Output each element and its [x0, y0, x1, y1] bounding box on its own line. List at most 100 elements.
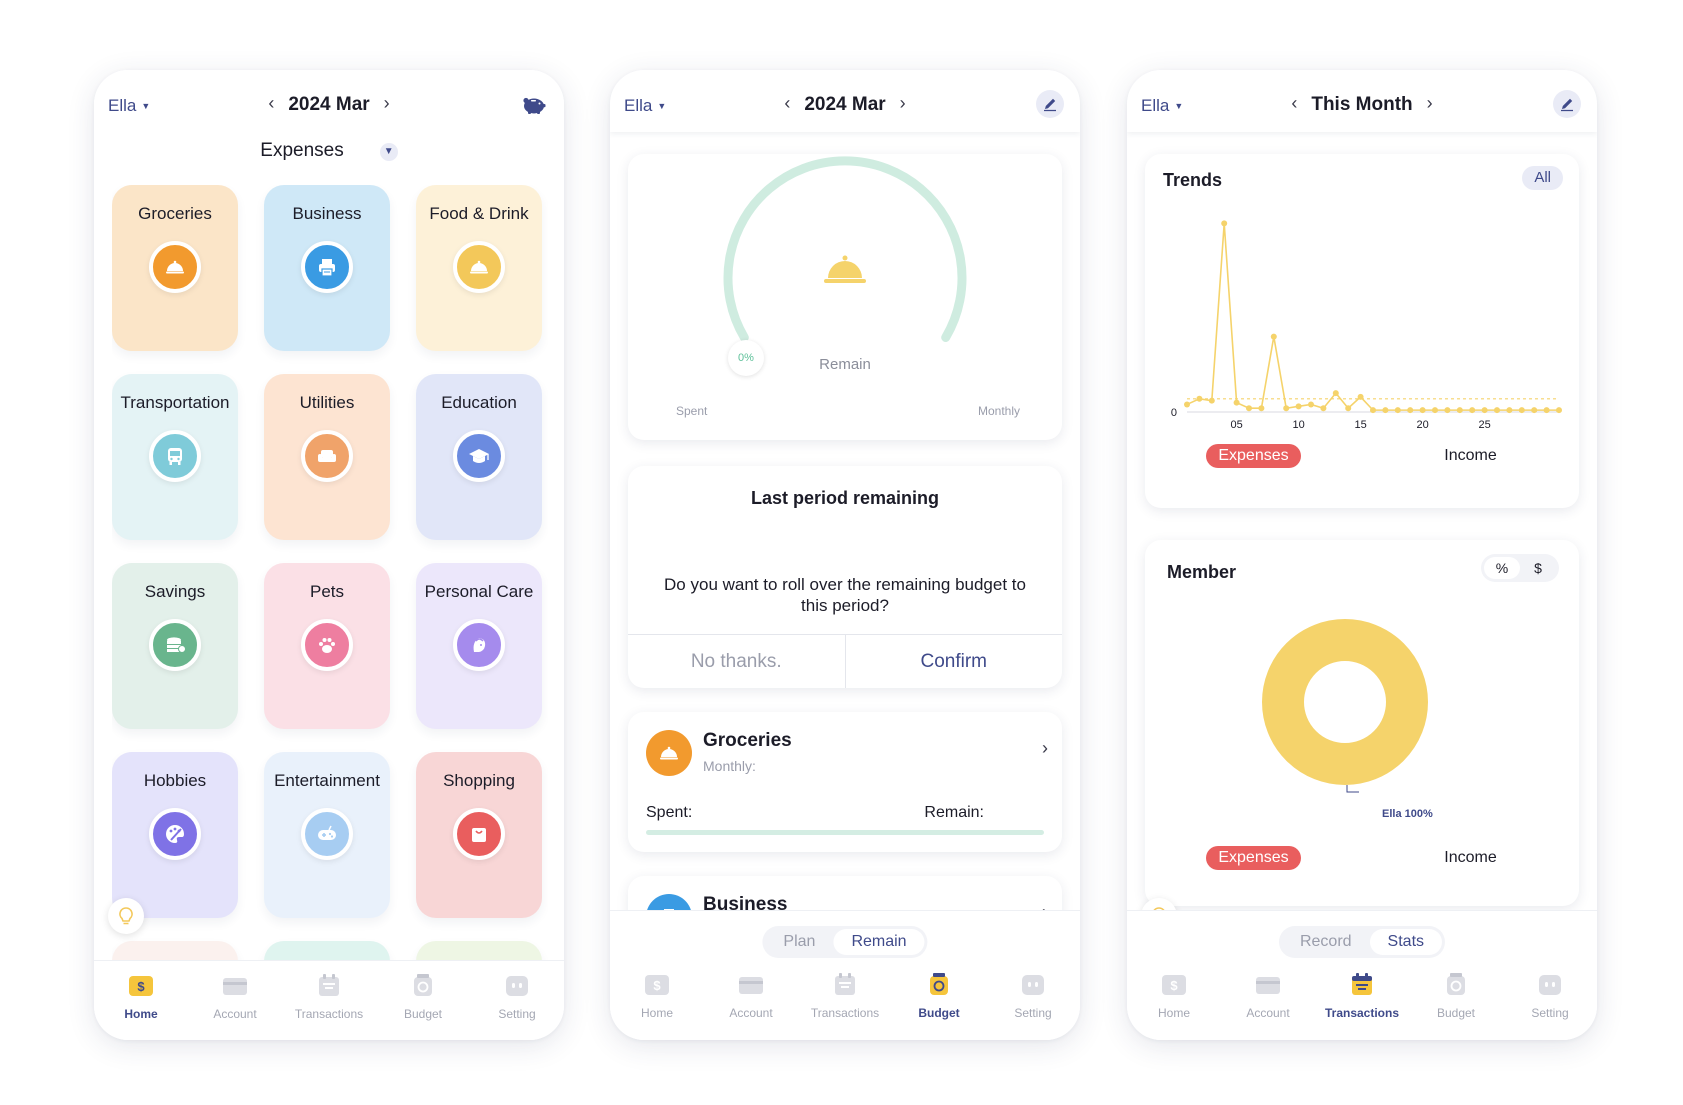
category-card-food-drink[interactable]: Food & Drink [416, 185, 542, 351]
category-card-pets[interactable]: Pets [264, 563, 390, 729]
lightbulb-icon[interactable] [108, 898, 144, 934]
category-name: Groceries [138, 204, 212, 223]
category-card-hobbies[interactable]: Hobbies [112, 752, 238, 918]
dialog-title: Last period remaining [750, 488, 940, 508]
graduation-cap-icon [453, 430, 505, 482]
nav-account[interactable]: Account [704, 970, 798, 1020]
nav-label: Home [1157, 1006, 1190, 1020]
tab-label: Income [1444, 849, 1497, 866]
category-card-savings[interactable]: Savings [112, 563, 238, 729]
data-point [1494, 407, 1500, 414]
nav-label: Account [213, 1007, 257, 1021]
category-card-utilities[interactable]: Utilities [264, 374, 390, 540]
chevron-down-icon[interactable]: ▼ [379, 143, 398, 161]
caret-down-icon: ▼ [657, 101, 667, 111]
nav-setting[interactable]: Setting [986, 970, 1080, 1020]
no-thanks-button[interactable]: No thanks. [628, 635, 846, 688]
svg-text:$: $ [653, 978, 661, 993]
unit-dollar[interactable]: $ [1534, 560, 1542, 576]
donut-slice [1262, 619, 1428, 785]
budget-item-groceries[interactable]: Groceries Monthly: › Spent: Remain: [628, 712, 1062, 852]
category-card-entertainment[interactable]: Entertainment [264, 752, 390, 918]
x-tick-label: 20 [1416, 419, 1428, 431]
user-selector[interactable]: Ella ▼ [1141, 96, 1183, 116]
category-card-personal-care[interactable]: Personal Care [416, 563, 542, 729]
settings-face-icon [1018, 970, 1048, 1000]
category-name: Savings [144, 582, 206, 601]
nav-budget[interactable]: Budget [892, 970, 986, 1020]
data-point [1233, 399, 1240, 406]
nav-transactions[interactable]: Transactions [1315, 970, 1409, 1020]
nav-home[interactable]: $ Home [610, 970, 704, 1020]
x-tick-label: 25 [1478, 419, 1490, 431]
data-point [1531, 407, 1538, 414]
category-name: Business [292, 204, 362, 223]
nav-home[interactable]: $ Home [94, 971, 188, 1021]
category-name: Food & Drink [429, 204, 529, 223]
segment-plan[interactable]: Plan [783, 933, 816, 950]
category-name: Utilities [299, 393, 355, 412]
printer-icon [301, 241, 353, 293]
nav-home[interactable]: $ Home [1127, 970, 1221, 1020]
category-card-transportation[interactable]: Transportation [112, 374, 238, 540]
nav-transactions[interactable]: Transactions [282, 971, 376, 1021]
data-point [1556, 407, 1562, 414]
period-navigator: ‹ 2024 Mar › [610, 93, 1080, 116]
cloche-icon [453, 241, 505, 293]
confirm-button[interactable]: Confirm [920, 651, 987, 672]
category-name: Transportation [120, 393, 230, 412]
trends-filter-button[interactable]: All [1522, 166, 1563, 190]
member-donut-chart [1262, 619, 1428, 793]
home-header: Ella ▼ ‹ 2024 Mar › [94, 70, 564, 132]
category-card-business[interactable]: Business [264, 185, 390, 351]
category-name: Shopping [443, 771, 515, 790]
next-period-icon[interactable]: › [899, 93, 906, 113]
segment-record[interactable]: Record [1299, 933, 1352, 950]
piggy-bank-icon[interactable] [520, 90, 548, 118]
nav-label: Budget [918, 1006, 960, 1020]
member-tab-expenses[interactable]: Expenses [1145, 846, 1362, 870]
category-card-shopping[interactable]: Shopping [416, 752, 542, 918]
budget-screen: Ella ▼ ‹ 2024 Mar › 0% Remain Spent Monthly… [610, 70, 1080, 1040]
trends-tab-income[interactable]: Income [1362, 444, 1579, 468]
segment-stats[interactable]: Stats [1369, 929, 1443, 955]
x-tick-label: 15 [1354, 419, 1366, 431]
nav-setting[interactable]: Setting [1503, 970, 1597, 1020]
data-point [1481, 407, 1488, 414]
unit-percent[interactable]: % [1484, 557, 1520, 579]
member-type-tabs: Expenses Income [1145, 846, 1579, 870]
data-point [1456, 407, 1463, 414]
pencil-icon[interactable] [1036, 90, 1064, 118]
cloche-icon [646, 730, 692, 776]
nav-account[interactable]: Account [1221, 970, 1315, 1020]
data-point [1308, 401, 1314, 408]
data-point [1357, 393, 1364, 400]
user-selector[interactable]: Ella ▼ [108, 96, 150, 116]
user-selector[interactable]: Ella ▼ [624, 96, 666, 116]
pencil-icon[interactable] [1553, 90, 1581, 118]
nav-label: Home [640, 1006, 673, 1020]
trends-card: Trends All 05 10 15 20 25 0 Expenses Income [1145, 154, 1579, 508]
prev-period-icon[interactable]: ‹ [1291, 93, 1298, 113]
member-tab-income[interactable]: Income [1362, 846, 1579, 870]
prev-period-icon[interactable]: ‹ [784, 93, 791, 113]
nav-budget[interactable]: Budget [376, 971, 470, 1021]
chevron-right-icon[interactable]: › [1042, 738, 1048, 758]
nav-transactions[interactable]: Transactions [798, 970, 892, 1020]
nav-setting[interactable]: Setting [470, 971, 564, 1021]
next-period-icon[interactable]: › [1426, 93, 1433, 113]
data-point [1270, 333, 1277, 340]
nav-account[interactable]: Account [188, 971, 282, 1021]
segment-remain[interactable]: Remain [833, 929, 925, 955]
next-period-icon[interactable]: › [383, 93, 390, 113]
type-selector[interactable]: Expenses ▼ [94, 140, 564, 162]
category-card-education[interactable]: Education [416, 374, 542, 540]
prev-period-icon[interactable]: ‹ [268, 93, 275, 113]
nav-label: Transactions [294, 1007, 364, 1021]
trends-tab-expenses[interactable]: Expenses [1145, 444, 1362, 468]
data-point [1506, 407, 1513, 414]
nav-budget[interactable]: Budget [1409, 970, 1503, 1020]
receipt-icon [314, 971, 344, 1001]
budget-header: Ella ▼ ‹ 2024 Mar › [610, 70, 1080, 132]
category-card-groceries[interactable]: Groceries [112, 185, 238, 351]
